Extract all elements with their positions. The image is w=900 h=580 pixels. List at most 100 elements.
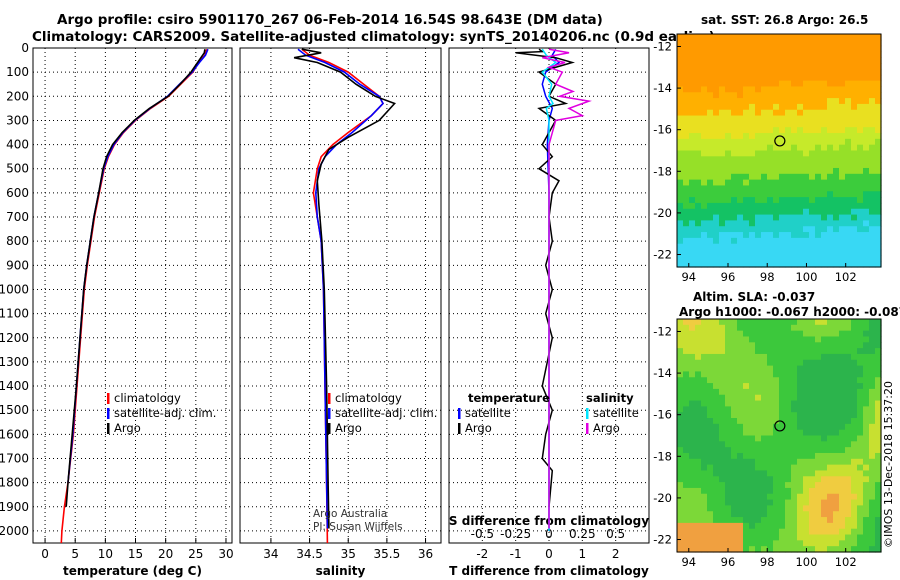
sst-map-cell <box>719 156 726 163</box>
sla-map-cell <box>743 482 750 489</box>
sla-map-cell <box>779 505 786 512</box>
sst-map-cell <box>701 127 708 134</box>
sst-map-cell <box>689 51 696 58</box>
sst-map-cell <box>683 185 690 192</box>
sla-map-cell <box>833 464 840 472</box>
sst-map-cell <box>719 232 726 239</box>
sst-map-cell <box>869 191 876 198</box>
sst-map-cell <box>809 98 816 105</box>
sst-map-cell <box>821 232 828 239</box>
sst-map-cell <box>845 162 852 169</box>
sst-map-cell <box>755 34 762 41</box>
sst-map-cell <box>761 162 768 169</box>
sla-map-cell <box>875 546 882 553</box>
sla-map-cell <box>695 377 702 384</box>
sla-map-cell <box>779 528 786 536</box>
sla-map-cell <box>713 546 720 553</box>
sla-map-cell <box>731 482 738 489</box>
sst-map-cell <box>743 109 750 117</box>
sst-map-cell <box>851 103 858 111</box>
sla-map-cell <box>839 493 846 501</box>
sla-map-cell <box>689 348 696 355</box>
sla-map-cell <box>773 336 780 343</box>
sla-map-cell <box>743 406 750 413</box>
sla-map-cell <box>713 342 720 349</box>
sst-map-cell <box>731 115 738 122</box>
sst-map-cell <box>833 202 840 210</box>
sst-map-cell <box>869 115 876 122</box>
sst-map-cell <box>833 226 840 233</box>
sst-map-cell <box>803 185 810 192</box>
sla-map-cell <box>833 359 840 367</box>
sla-map-cell <box>701 540 708 547</box>
sla-map-cell <box>803 441 810 448</box>
sst-map-cell <box>815 208 822 216</box>
sst-map-cell <box>749 138 756 146</box>
sla-map-cell <box>683 324 690 332</box>
sla-map-cell <box>713 319 720 326</box>
sst-map-cell <box>743 63 750 70</box>
sst-map-cell <box>713 249 720 256</box>
sla-map-cell <box>773 464 780 472</box>
sla-map-cell <box>701 324 708 332</box>
sla-map-cell <box>701 394 708 402</box>
sla-map-cell <box>743 394 750 402</box>
sst-map-cell <box>851 121 858 128</box>
sla-map-cell <box>863 441 870 448</box>
sst-map-cell <box>719 51 726 58</box>
sst-map-cell <box>845 68 852 76</box>
sla-map-cell <box>773 319 780 326</box>
sla-map-cell <box>845 522 852 530</box>
sst-map-cell <box>737 255 744 262</box>
sst-map-cell <box>833 249 840 256</box>
sla-map-cell <box>737 336 744 343</box>
sla-map-cell <box>731 487 738 495</box>
sst-map-cell <box>689 115 696 122</box>
sst-map-cell <box>797 232 804 239</box>
sla-map-cell <box>689 511 696 518</box>
sla-map-cell <box>767 452 774 460</box>
sla-map-cell <box>875 452 882 460</box>
sla-map-cell <box>761 348 768 355</box>
sst-map-cell <box>677 179 684 187</box>
sla-map-cell <box>713 458 720 466</box>
sla-map-cell <box>833 377 840 384</box>
sst-map-cell <box>797 173 804 181</box>
sla-map-cell <box>677 353 684 361</box>
sla-map-cell <box>785 429 792 437</box>
sla-map-cell <box>821 441 828 448</box>
sla-map-cell <box>809 487 816 495</box>
sst-map-cell <box>731 86 738 93</box>
sla-map-cell <box>731 505 738 512</box>
sst-map-cell <box>791 197 798 204</box>
sst-map-cell <box>761 226 768 233</box>
sst-map-cell <box>833 197 840 204</box>
sst-map-cell <box>815 197 822 204</box>
sla-map-cell <box>743 435 750 442</box>
sla-map-cell <box>863 412 870 419</box>
sst-map-cell <box>845 197 852 204</box>
sla-map-cell <box>761 371 768 378</box>
sst-map-cell <box>779 226 786 233</box>
sst-map-cell <box>857 98 864 105</box>
sla-map-cell <box>875 359 882 367</box>
sla-map-cell <box>713 406 720 413</box>
sla-map-cell <box>797 365 804 373</box>
sla-map-cell <box>815 330 822 338</box>
sla-map-cell <box>737 517 744 524</box>
sst-map-cell <box>869 51 876 58</box>
sla-map-cell <box>857 348 864 355</box>
sst-map-cell <box>839 45 846 53</box>
sst-map-cell <box>869 197 876 204</box>
sla-map-cell <box>761 365 768 373</box>
sla-map-cell <box>737 522 744 530</box>
sla-map-cell <box>809 517 816 524</box>
sla-map-cell <box>707 540 714 547</box>
sst-map-cell <box>821 249 828 256</box>
sst-map-cell <box>707 208 714 216</box>
sst-map-cell <box>851 39 858 47</box>
sla-map-cell <box>773 383 780 390</box>
sst-map-cell <box>845 156 852 163</box>
sla-map-cell <box>677 383 684 390</box>
sst-map-cell <box>809 74 816 82</box>
